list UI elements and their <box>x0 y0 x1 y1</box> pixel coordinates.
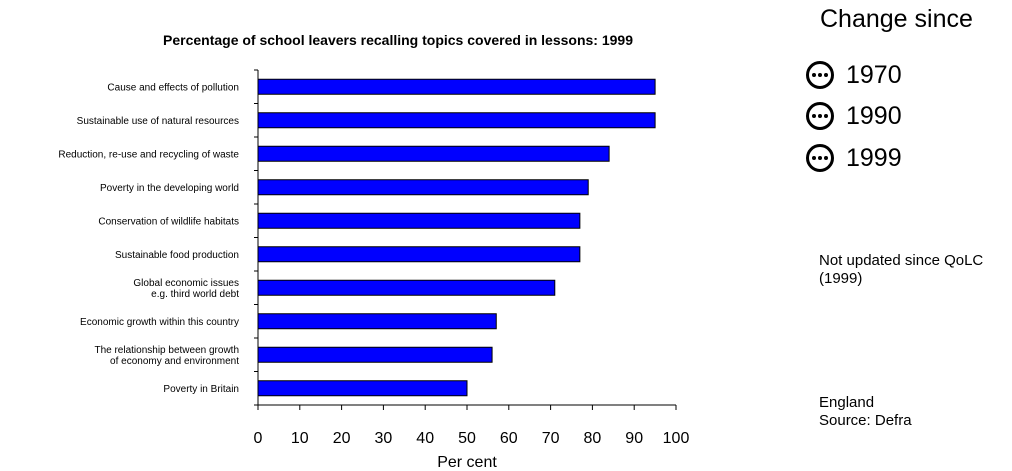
x-tick-label: 70 <box>542 430 560 447</box>
category-label: Sustainable use of natural resources <box>77 116 239 127</box>
x-tick-label: 100 <box>663 430 690 447</box>
bar <box>257 313 497 330</box>
bar <box>257 112 656 129</box>
status-row-1999: 1999 <box>806 143 902 173</box>
x-axis-title: Per cent <box>437 454 497 471</box>
status-year-label: 1999 <box>846 143 902 172</box>
neutral-dots-icon <box>806 102 834 130</box>
category-label: Poverty in the developing world <box>100 183 239 194</box>
bar <box>257 246 581 263</box>
bar <box>257 380 468 397</box>
category-label: The relationship between growth of econom… <box>94 345 239 367</box>
source-note: Source: Defra <box>819 412 912 429</box>
category-label: Reduction, re-use and recycling of waste <box>58 149 239 160</box>
bar <box>257 78 656 95</box>
neutral-dots-icon <box>806 144 834 172</box>
x-tick-label: 40 <box>416 430 434 447</box>
bar <box>257 279 556 296</box>
neutral-dots-icon <box>806 61 834 89</box>
category-label: Economic growth within this country <box>80 317 239 328</box>
status-year-label: 1970 <box>846 60 902 89</box>
change-since-title: Change since <box>820 5 973 33</box>
bar <box>257 346 493 363</box>
bar <box>257 179 589 196</box>
category-label: Global economic issues e.g. third world d… <box>133 278 239 300</box>
status-year-label: 1990 <box>846 101 902 130</box>
y-axis-ticks <box>254 69 258 406</box>
x-tick-label: 20 <box>333 430 351 447</box>
category-label: Conservation of wildlife habitats <box>98 216 239 227</box>
status-row-1990: 1990 <box>806 101 902 131</box>
x-tick-label: 60 <box>500 430 518 447</box>
x-tick-label: 10 <box>291 430 309 447</box>
x-axis-ticks: 0 10 20 30 40 50 60 70 80 90 100 <box>254 405 690 447</box>
bar <box>257 212 581 229</box>
x-tick-label: 90 <box>625 430 643 447</box>
update-status-note: Not updated since QoLC (1999) <box>819 252 984 287</box>
region-note: England <box>819 394 875 411</box>
chart-title: Percentage of school leavers recalling t… <box>163 32 633 48</box>
category-label: Cause and effects of pollution <box>107 82 239 93</box>
status-row-1970: 1970 <box>806 60 902 90</box>
x-tick-label: 30 <box>375 430 393 447</box>
category-label: Sustainable food production <box>115 250 239 261</box>
bar-chart: Percentage of school leavers recalling t… <box>58 32 690 471</box>
x-tick-label: 50 <box>458 430 476 447</box>
category-label: Poverty in Britain <box>163 384 239 395</box>
bars <box>257 78 656 397</box>
category-labels: Cause and effects of pollution Sustainabl… <box>58 82 239 395</box>
x-tick-label: 80 <box>584 430 602 447</box>
x-tick-label: 0 <box>254 430 263 447</box>
bar <box>257 145 610 162</box>
